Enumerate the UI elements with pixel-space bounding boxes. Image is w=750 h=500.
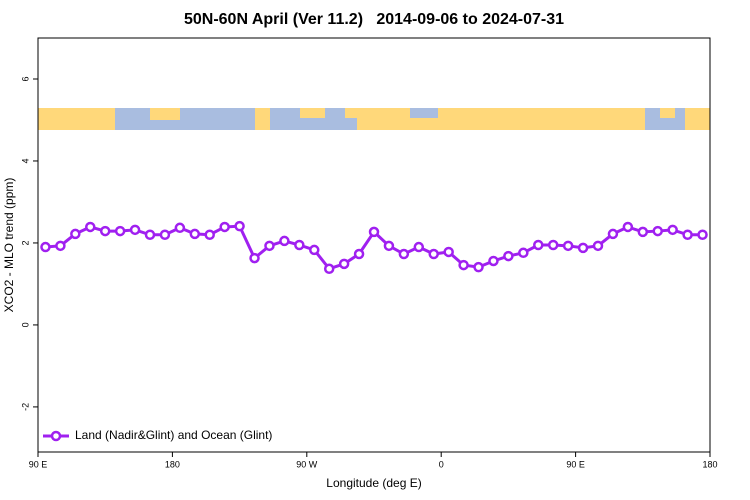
data-point (40, 241, 51, 253)
y-tick-label: 2 (20, 240, 30, 245)
data-point (85, 221, 96, 233)
data-point (174, 222, 186, 234)
data-point (383, 240, 395, 252)
data-point (458, 259, 469, 271)
data-point (338, 258, 350, 270)
data-point (682, 229, 693, 241)
x-axis-title: Longitude (deg E) (326, 476, 421, 490)
x-tick-label: 180 (165, 459, 180, 469)
plot-frame (37, 37, 711, 453)
y-tick-label: 6 (20, 76, 30, 81)
data-point (264, 240, 275, 252)
data-point (398, 248, 410, 260)
data-point (607, 228, 619, 240)
data-point (309, 244, 320, 256)
data-point (518, 247, 529, 259)
data-point (368, 226, 380, 238)
chart-title: 50N-60N April (Ver 11.2) 2014-09-06 to 2… (184, 11, 564, 28)
data-point (488, 255, 499, 267)
data-point (99, 225, 111, 237)
data-point (533, 239, 544, 251)
data-point (547, 239, 559, 251)
data-point (204, 229, 215, 241)
data-point (129, 224, 141, 236)
data-point (159, 229, 171, 241)
y-tick-label: 4 (20, 158, 30, 163)
data-point (144, 229, 156, 241)
data-point (667, 224, 678, 236)
data-point (249, 252, 260, 264)
data-point (114, 225, 126, 237)
data-point (473, 261, 484, 273)
data-point (55, 240, 66, 252)
data-point (562, 240, 574, 252)
y-tick-label: 0 (20, 322, 30, 327)
data-point (622, 221, 634, 233)
data-point (577, 242, 589, 254)
data-point (413, 241, 425, 253)
data-point (189, 228, 201, 240)
data-point (219, 221, 230, 233)
y-tick-label: -2 (20, 403, 30, 411)
data-point (652, 225, 663, 237)
legend-label: Land (Nadir&Glint) and Ocean (Glint) (75, 428, 272, 442)
x-tick-label: 90 E (29, 459, 48, 469)
data-point (428, 248, 439, 260)
data-point (70, 228, 81, 240)
data-point (637, 226, 649, 238)
y-axis-title: XCO2 - MLO trend (ppm) (2, 178, 16, 313)
x-tick-label: 0 (439, 459, 444, 469)
data-point (697, 229, 708, 241)
data-point (353, 248, 365, 260)
data-point (234, 220, 245, 232)
data-point (592, 240, 604, 252)
x-tick-label: 90 E (566, 459, 585, 469)
map-band (38, 108, 710, 130)
data-point (279, 235, 290, 247)
data-point (443, 246, 454, 258)
x-tick-label: 90 W (296, 459, 318, 469)
data-point (323, 263, 335, 275)
legend-marker (50, 430, 62, 442)
data-point (503, 250, 514, 262)
data-point (294, 239, 305, 251)
x-tick-label: 180 (702, 459, 717, 469)
